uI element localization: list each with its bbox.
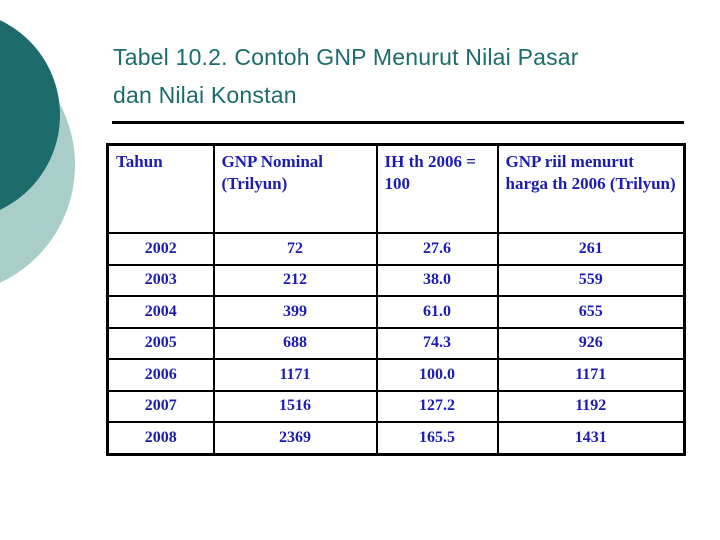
column-header-tahun: Tahun (106, 143, 215, 234)
slide-title: Tabel 10.2. Contoh GNP Menurut Nilai Pas… (113, 38, 579, 114)
slide-title-line2: dan Nilai Konstan (113, 82, 297, 108)
cell-gnp-riil: 1431 (496, 421, 686, 455)
table-row: 2004 399 61.0 655 (106, 295, 686, 329)
cell-year: 2006 (106, 358, 215, 392)
cell-gnp-riil: 261 (496, 232, 686, 266)
cell-gnp-nominal: 72 (212, 232, 378, 266)
slide-title-line1: Tabel 10.2. Contoh GNP Menurut Nilai Pas… (113, 44, 579, 70)
cell-gnp-nominal: 399 (212, 295, 378, 329)
table-row: 2008 2369 165.5 1431 (106, 421, 686, 455)
cell-ih-index: 74.3 (375, 326, 499, 360)
cell-gnp-riil: 1192 (496, 389, 686, 423)
cell-gnp-nominal: 212 (212, 263, 378, 297)
title-underline (112, 121, 684, 124)
cell-gnp-riil: 655 (496, 295, 686, 329)
table-row: 2007 1516 127.2 1192 (106, 389, 686, 423)
cell-ih-index: 127.2 (375, 389, 499, 423)
cell-year: 2007 (106, 389, 215, 423)
column-header-ih-index: IH th 2006 = 100 (375, 143, 499, 234)
cell-year: 2003 (106, 263, 215, 297)
cell-year: 2002 (106, 232, 215, 266)
cell-gnp-nominal: 1516 (212, 389, 378, 423)
cell-gnp-nominal: 2369 (212, 421, 378, 455)
cell-ih-index: 27.6 (375, 232, 499, 266)
cell-ih-index: 165.5 (375, 421, 499, 455)
cell-year: 2005 (106, 326, 215, 360)
cell-ih-index: 100.0 (375, 358, 499, 392)
table-row: 2003 212 38.0 559 (106, 263, 686, 297)
cell-gnp-riil: 926 (496, 326, 686, 360)
column-header-gnp-riil: GNP riil menurut harga th 2006 (Trilyun) (496, 143, 686, 234)
cell-year: 2004 (106, 295, 215, 329)
column-header-gnp-nominal: GNP Nominal (Trilyun) (212, 143, 378, 234)
table-header-row: Tahun GNP Nominal (Trilyun) IH th 2006 =… (106, 143, 686, 234)
cell-ih-index: 38.0 (375, 263, 499, 297)
cell-ih-index: 61.0 (375, 295, 499, 329)
table-row: 2005 688 74.3 926 (106, 326, 686, 360)
cell-gnp-nominal: 688 (212, 326, 378, 360)
gnp-data-table: Tahun GNP Nominal (Trilyun) IH th 2006 =… (106, 143, 686, 456)
cell-gnp-riil: 559 (496, 263, 686, 297)
cell-gnp-nominal: 1171 (212, 358, 378, 392)
table-row: 2002 72 27.6 261 (106, 232, 686, 266)
cell-gnp-riil: 1171 (496, 358, 686, 392)
table-row: 2006 1171 100.0 1171 (106, 358, 686, 392)
cell-year: 2008 (106, 421, 215, 455)
